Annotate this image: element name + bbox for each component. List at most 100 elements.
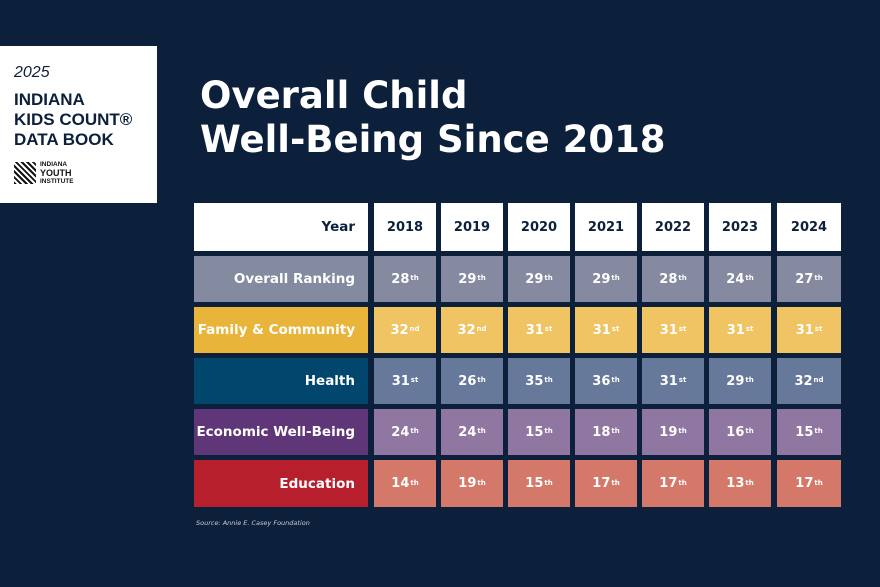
header-year-label: Year (194, 203, 368, 251)
header-year: 2018 (374, 203, 436, 251)
rank-suffix: st (745, 325, 754, 333)
rank-number: 16 (726, 424, 745, 440)
rank-suffix: st (611, 325, 620, 333)
rank-suffix: st (544, 325, 553, 333)
rank-number: 13 (726, 476, 745, 491)
rank-suffix: th (611, 427, 620, 435)
logo-title-line: KIDS COUNT® (14, 110, 133, 129)
header-year: 2022 (642, 203, 704, 251)
logo-title-line: INDIANA (14, 90, 85, 109)
row-label: Health (194, 358, 368, 404)
rank-suffix: th (611, 478, 620, 487)
rank-suffix: th (410, 478, 419, 487)
rank-number: 29 (726, 373, 745, 389)
data-book-logo: 2025 INDIANA KIDS COUNT® DATA BOOK INDIA… (0, 46, 157, 203)
rank-suffix: st (814, 325, 823, 333)
rank-number: 29 (592, 271, 611, 287)
rank-suffix: th (477, 274, 486, 282)
org-line: YOUTH (40, 168, 72, 178)
rank-number: 27 (795, 271, 814, 287)
rank-number: 24 (391, 424, 410, 440)
row-label: Economic Well-Being (194, 409, 368, 455)
rank-number: 15 (525, 424, 544, 440)
rank-number: 18 (592, 424, 611, 440)
rank-number: 19 (659, 424, 678, 440)
logo-year: 2025 (14, 64, 50, 81)
rank-suffix: th (745, 427, 754, 435)
rank-number: 28 (391, 271, 410, 287)
rank-number: 31 (525, 322, 544, 338)
header-year: 2021 (575, 203, 637, 251)
rank-suffix: th (678, 427, 687, 435)
rank-suffix: th (544, 376, 553, 384)
rank-number: 17 (592, 476, 611, 491)
rank-suffix: th (745, 376, 754, 384)
rank-number: 31 (592, 322, 611, 338)
rank-number: 17 (795, 476, 814, 491)
rank-number: 31 (795, 322, 814, 338)
rank-number: 28 (659, 271, 678, 287)
rank-suffix: th (814, 427, 823, 435)
rank-number: 29 (525, 271, 544, 287)
logo-title: INDIANA KIDS COUNT® DATA BOOK (14, 90, 132, 150)
rank-suffix: th (477, 427, 486, 435)
rank-number: 24 (726, 271, 745, 287)
rank-number: 17 (659, 476, 678, 491)
rank-suffix: th (814, 274, 823, 282)
row-label: Education (194, 460, 368, 507)
title-line: Well-Being Since 2018 (200, 118, 666, 161)
rank-suffix: nd (409, 325, 420, 333)
org-name: INDIANA YOUTH INSTITUTE (40, 161, 74, 186)
rank-number: 32 (457, 322, 476, 338)
rank-suffix: th (611, 274, 620, 282)
title-line: Overall Child (200, 74, 468, 117)
org-line: INSTITUTE (40, 178, 74, 185)
rank-number: 31 (659, 322, 678, 338)
rank-number: 26 (458, 373, 477, 389)
rank-number: 31 (726, 322, 745, 338)
rank-suffix: nd (813, 376, 824, 384)
rank-suffix: th (544, 427, 553, 435)
rank-number: 15 (525, 476, 544, 491)
rank-number: 14 (391, 476, 410, 491)
rank-suffix: th (410, 427, 419, 435)
rank-number: 32 (390, 322, 409, 338)
rank-number: 19 (458, 476, 477, 491)
rank-suffix: th (678, 274, 687, 282)
rank-suffix: st (678, 376, 687, 384)
rank-suffix: th (477, 478, 486, 487)
source-note: Source: Annie E. Casey Foundation (196, 519, 310, 527)
rank-suffix: th (544, 274, 553, 282)
page-title: Overall Child Well-Being Since 2018 (200, 74, 666, 162)
rank-suffix: th (814, 478, 823, 487)
rank-number: 35 (525, 373, 544, 389)
row-label: Family & Community (194, 307, 368, 353)
